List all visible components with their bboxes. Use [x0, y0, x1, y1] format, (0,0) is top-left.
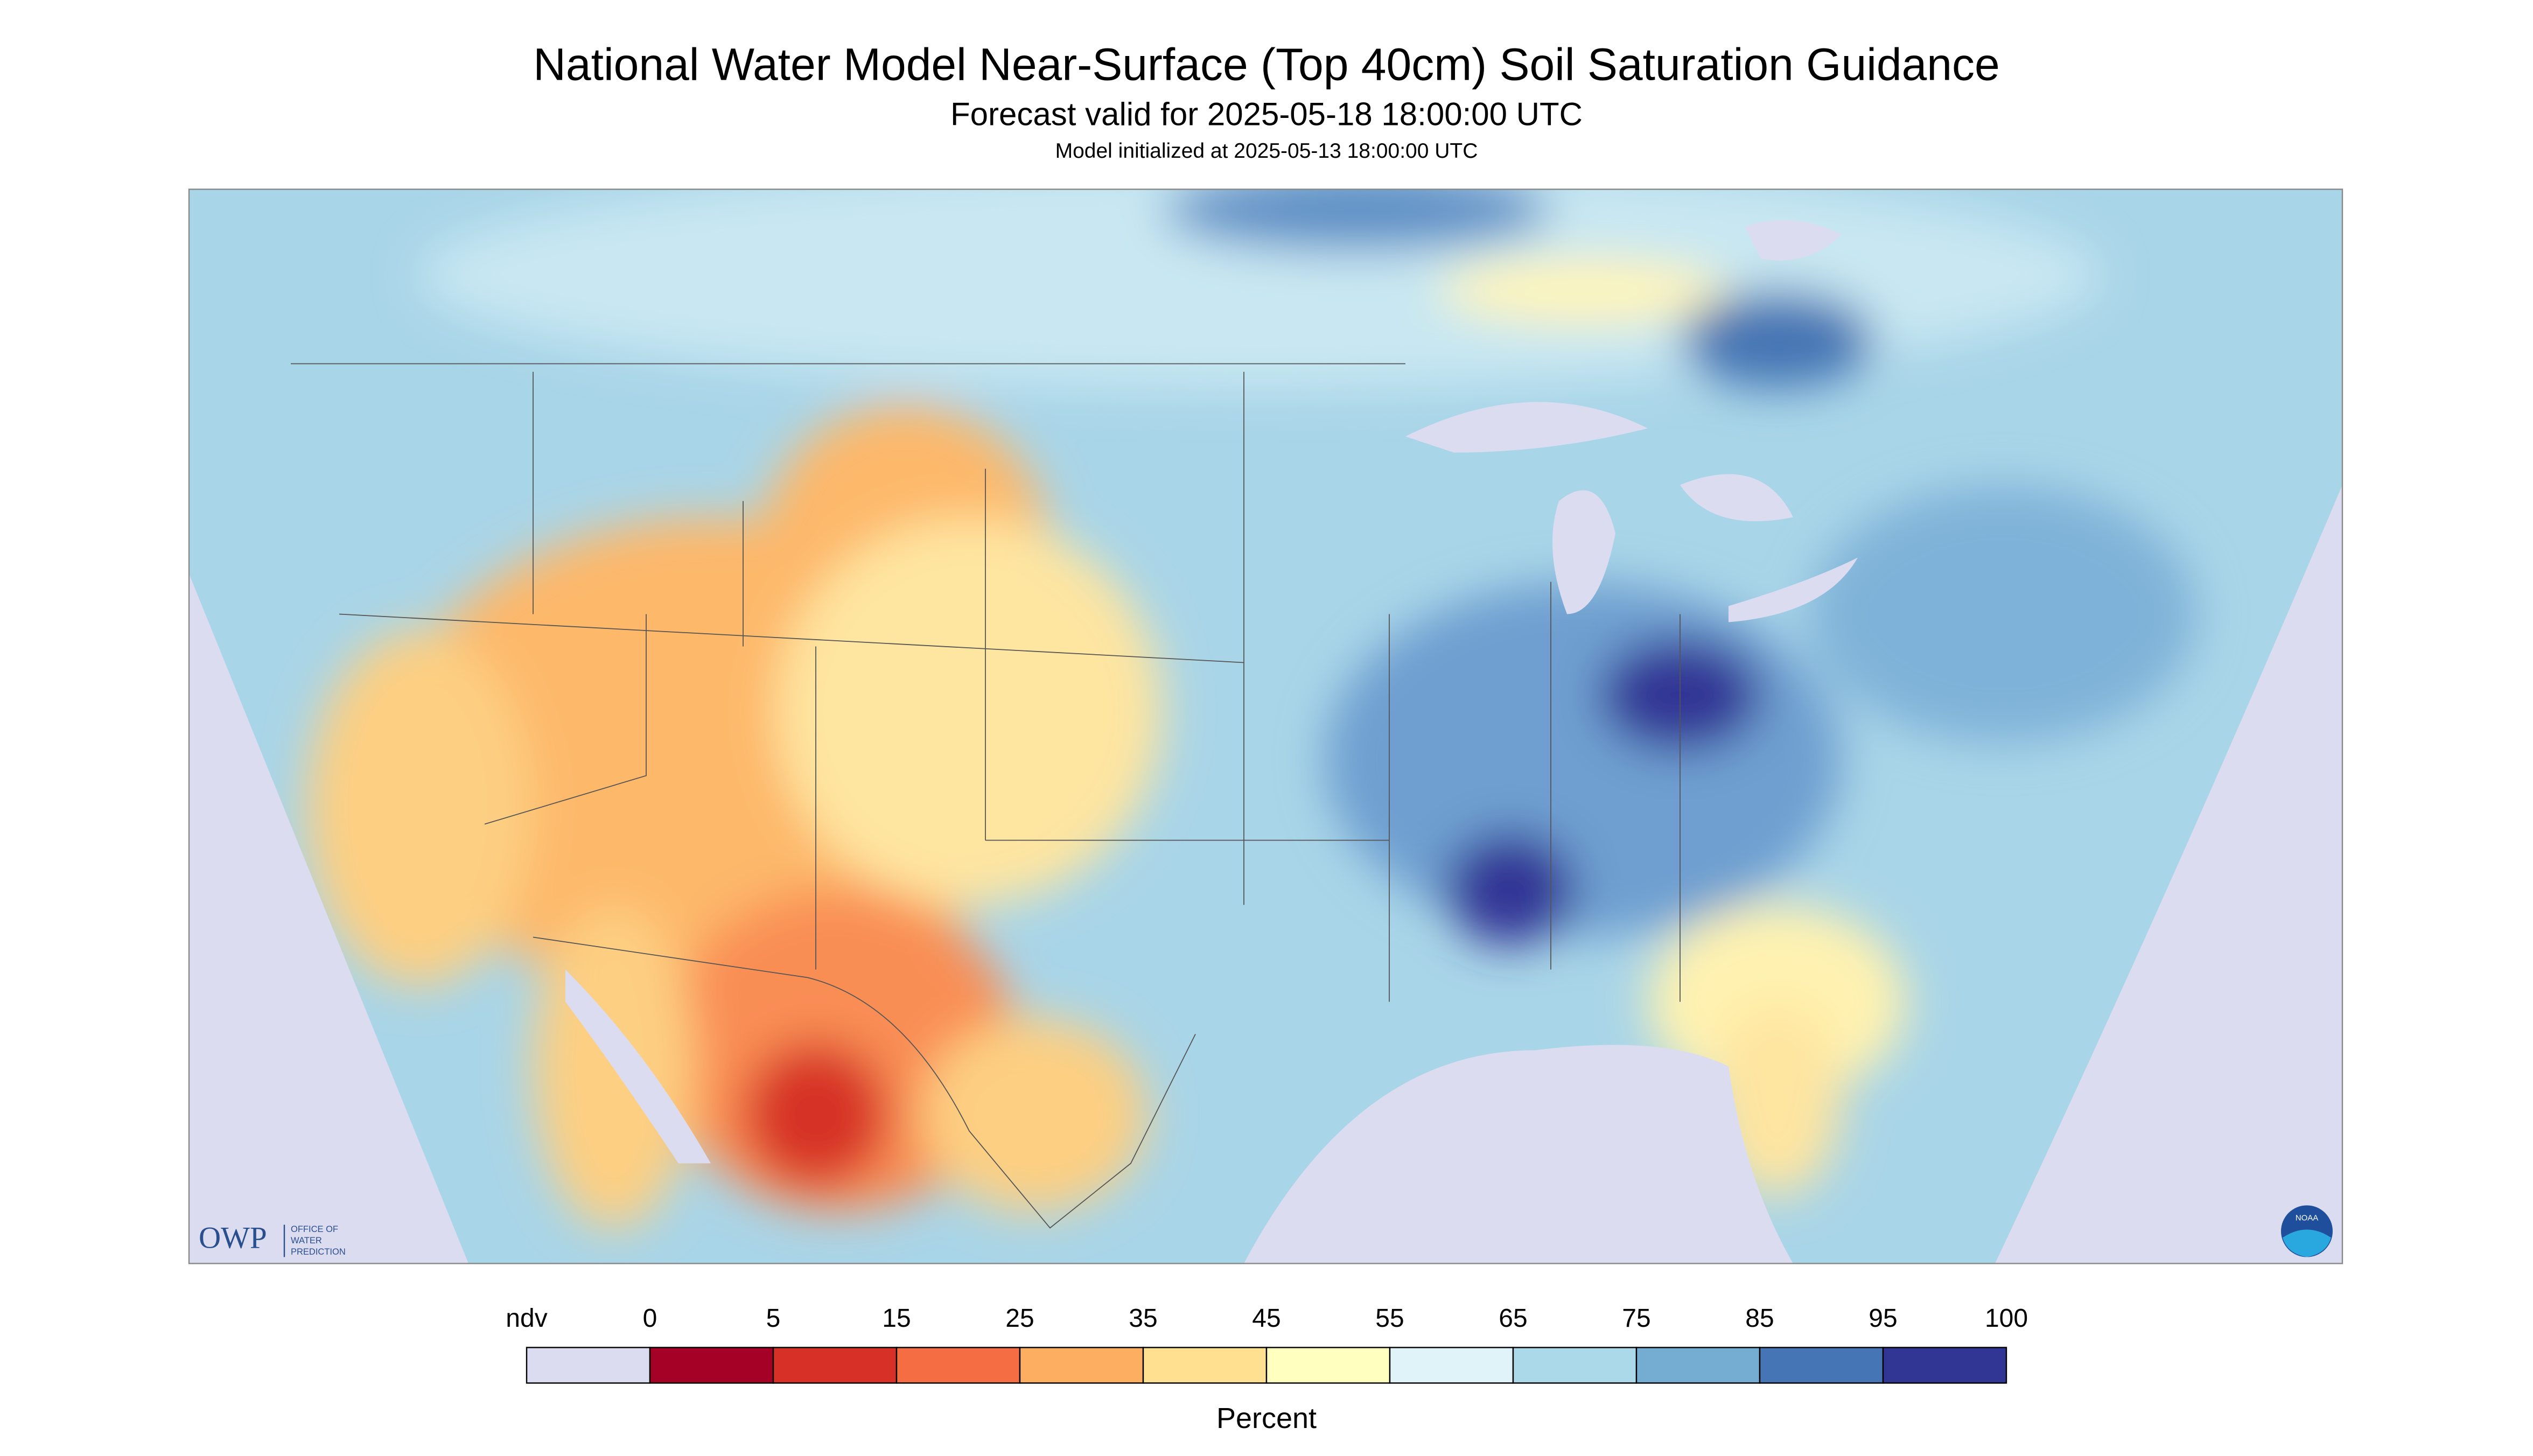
colorbar-label: 100 [1985, 1304, 2028, 1333]
ocean-pacific [189, 573, 468, 1264]
map [189, 189, 2342, 1264]
ocean-atlantic [1995, 485, 2342, 1264]
hudson-bay [1745, 220, 1842, 261]
owp-text: WATER [291, 1236, 322, 1245]
colorbar-label: 75 [1622, 1304, 1650, 1333]
colorbar: ndv 0 5 15 25 35 45 55 65 75 85 95 100 [506, 1304, 2028, 1384]
title: National Water Model Near-Surface (Top 4… [533, 39, 1999, 90]
owp-logo: OWP [199, 1221, 267, 1255]
colorbar-box [1265, 1347, 1391, 1384]
colorbar-box [1019, 1347, 1144, 1384]
owp-text: OFFICE OF [291, 1224, 338, 1234]
colorbar-box [1635, 1347, 1761, 1384]
colorbar-label: 95 [1869, 1304, 1897, 1333]
colorbar-label: 55 [1375, 1304, 1404, 1333]
colorbar-label: 65 [1499, 1304, 1527, 1333]
colorbar-box [1759, 1347, 1884, 1384]
colorbar-box [772, 1347, 898, 1384]
colorbar-label: 85 [1745, 1304, 1774, 1333]
colorbar-box [895, 1347, 1021, 1384]
noaa-text: NOAA [2296, 1213, 2319, 1222]
owp-text: PREDICTION [291, 1247, 346, 1257]
colorbar-label: 0 [643, 1304, 657, 1333]
borders [291, 363, 1681, 1229]
colorbar-box [1142, 1347, 1268, 1384]
colorbar-label: 15 [882, 1304, 911, 1333]
colorbar-box [526, 1347, 651, 1384]
subtitle: Forecast valid for 2025-05-18 18:00:00 U… [950, 96, 1583, 132]
colorbar-label: 25 [1005, 1304, 1034, 1333]
init-time: Model initialized at 2025-05-13 18:00:00… [1055, 139, 1478, 163]
colorbar-box [1882, 1347, 2007, 1384]
colorbar-box [1512, 1347, 1638, 1384]
map-frame [188, 188, 2343, 1264]
colorbar-label: 35 [1129, 1304, 1157, 1333]
colorbar-box [649, 1347, 774, 1384]
colorbar-label: ndv [506, 1304, 547, 1333]
colorbar-box [1389, 1347, 1514, 1384]
gulf-of-mexico [1244, 1045, 1793, 1264]
gulf-of-california [565, 969, 711, 1164]
colorbar-unit: Percent [1216, 1402, 1317, 1434]
noaa-wave [2283, 1229, 2331, 1257]
great-lakes [1405, 402, 1858, 622]
colorbar-label: 5 [766, 1304, 781, 1333]
saturation-field [307, 189, 2197, 1228]
colorbar-label: 45 [1252, 1304, 1281, 1333]
